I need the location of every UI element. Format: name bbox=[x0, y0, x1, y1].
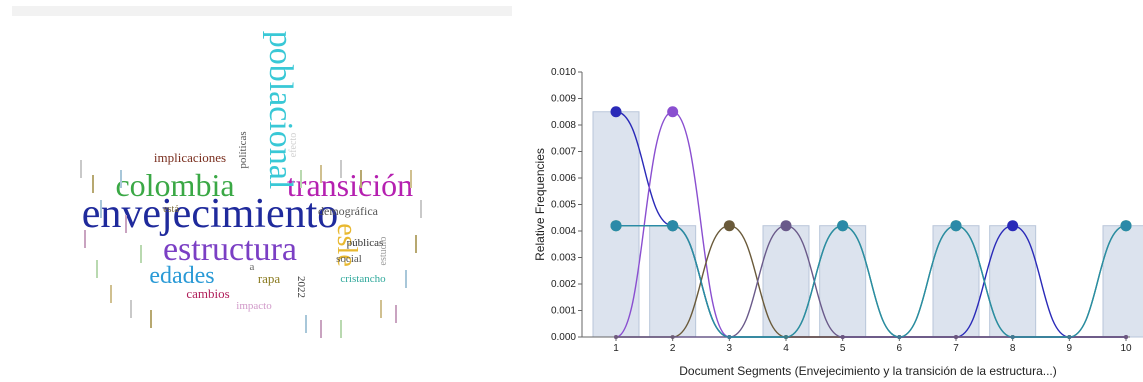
cloud-word: rapa bbox=[258, 271, 281, 286]
cloud-minor-word bbox=[340, 160, 342, 178]
data-point bbox=[1124, 335, 1128, 339]
y-tick-label: 0.005 bbox=[551, 200, 576, 211]
x-tick-label: 4 bbox=[783, 343, 789, 354]
cloud-minor-word bbox=[395, 305, 397, 323]
word-cloud-toolbar bbox=[12, 6, 512, 16]
y-tick-label: 0.006 bbox=[551, 173, 576, 184]
background-bar bbox=[762, 225, 810, 338]
cloud-small-words bbox=[80, 160, 422, 338]
background-bar bbox=[932, 225, 980, 338]
cloud-minor-word bbox=[305, 315, 307, 333]
cloud-minor-word bbox=[420, 200, 422, 218]
x-tick-label: 1 bbox=[613, 343, 619, 354]
cloud-minor-word bbox=[320, 165, 322, 183]
x-tick-label: 5 bbox=[840, 343, 846, 354]
cloud-minor-word bbox=[84, 230, 86, 248]
background-bar bbox=[1102, 225, 1143, 338]
cloud-minor-word bbox=[380, 300, 382, 318]
cloud-minor-word bbox=[120, 170, 122, 188]
cloud-word: estudio bbox=[378, 237, 389, 266]
cloud-word: cristancho bbox=[340, 273, 386, 285]
cloud-minor-word bbox=[415, 235, 417, 253]
cloud-word: demográfica bbox=[318, 204, 379, 218]
data-point bbox=[837, 220, 849, 232]
series-line bbox=[616, 224, 1127, 338]
cloud-word: esle bbox=[331, 223, 362, 267]
cloud-minor-word bbox=[125, 215, 127, 233]
y-tick-label: 0.001 bbox=[551, 306, 576, 317]
cloud-minor-word bbox=[80, 160, 82, 178]
data-point bbox=[667, 220, 679, 232]
x-tick-label: 6 bbox=[897, 343, 903, 354]
cloud-minor-word bbox=[360, 170, 362, 188]
data-point bbox=[1120, 220, 1132, 232]
word-cloud-panel: envejecimiento colombia transición estructu… bbox=[0, 0, 520, 382]
data-point bbox=[723, 220, 735, 232]
cloud-minor-word bbox=[130, 300, 132, 318]
cloud-minor-word bbox=[405, 270, 407, 288]
data-point bbox=[784, 335, 788, 339]
cloud-word: colombia bbox=[115, 167, 234, 203]
cloud-word: está bbox=[163, 204, 179, 215]
cloud-minor-word bbox=[340, 320, 342, 338]
cloud-word: 2022 bbox=[295, 276, 307, 298]
chart-panel: 0.000 0.001 0.002 0.003 0.004 0.005 0.006 0.007… bbox=[520, 0, 1143, 382]
data-point bbox=[610, 220, 622, 232]
data-point bbox=[840, 335, 845, 339]
cloud-word: edades bbox=[149, 263, 214, 289]
cloud-word: poblacional bbox=[262, 31, 299, 190]
data-point bbox=[670, 335, 675, 339]
cloud-word: efecto bbox=[288, 133, 299, 157]
cloud-minor-word bbox=[410, 170, 412, 188]
cloud-word: envejecimiento bbox=[82, 191, 339, 237]
y-tick-label: 0.002 bbox=[551, 279, 576, 290]
cloud-minor-word bbox=[96, 260, 98, 278]
data-point bbox=[614, 335, 618, 339]
x-tick-label: 10 bbox=[1120, 343, 1132, 354]
cloud-minor-word bbox=[150, 310, 152, 328]
cloud-minor-word bbox=[100, 200, 102, 218]
y-tick-label: 0.004 bbox=[551, 226, 576, 237]
y-tick-label: 0.000 bbox=[551, 332, 576, 343]
data-point bbox=[1067, 335, 1072, 339]
x-tick-label: 8 bbox=[1010, 343, 1016, 354]
cloud-word: social bbox=[336, 253, 362, 265]
data-point bbox=[667, 106, 679, 118]
data-point bbox=[727, 335, 732, 339]
y-tick-label: 0.008 bbox=[551, 120, 576, 131]
cloud-word: cambios bbox=[186, 286, 229, 301]
data-point bbox=[1010, 335, 1015, 339]
y-tick-label: 0.007 bbox=[551, 147, 576, 158]
cloud-word: políticas bbox=[237, 131, 249, 168]
cloud-word: impacto bbox=[236, 300, 272, 312]
y-tick-label: 0.010 bbox=[551, 67, 576, 78]
cloud-word: implicaciones bbox=[154, 150, 226, 165]
x-tick-label: 2 bbox=[670, 343, 676, 354]
cloud-minor-word bbox=[320, 320, 322, 338]
x-tick-label: 7 bbox=[953, 343, 959, 354]
cloud-word: transición bbox=[287, 167, 413, 203]
data-point bbox=[897, 335, 902, 339]
cloud-minor-word bbox=[92, 175, 94, 193]
data-point bbox=[950, 220, 962, 232]
cloud-minor-word bbox=[140, 245, 142, 263]
x-tick-label: 9 bbox=[1067, 343, 1073, 354]
data-point bbox=[610, 106, 622, 118]
cloud-word: públicas bbox=[347, 237, 384, 249]
y-axis-title: Relative Frequencies bbox=[533, 148, 547, 261]
data-point bbox=[1007, 220, 1019, 232]
background-bar bbox=[989, 225, 1037, 338]
cloud-word: a bbox=[250, 261, 255, 273]
x-tick-label: 3 bbox=[727, 343, 733, 354]
y-tick-label: 0.003 bbox=[551, 253, 576, 264]
relative-frequencies-chart: 0.000 0.001 0.002 0.003 0.004 0.005 0.006 0.007… bbox=[533, 67, 1143, 378]
y-tick-label: 0.009 bbox=[551, 94, 576, 105]
cloud-minor-word bbox=[110, 285, 112, 303]
data-point bbox=[954, 335, 958, 339]
cloud-word: estructura bbox=[163, 231, 297, 268]
cloud-minor-word bbox=[300, 170, 302, 188]
x-axis-title: Document Segments (Envejecimiento y la t… bbox=[679, 364, 1057, 378]
data-point bbox=[780, 220, 792, 232]
